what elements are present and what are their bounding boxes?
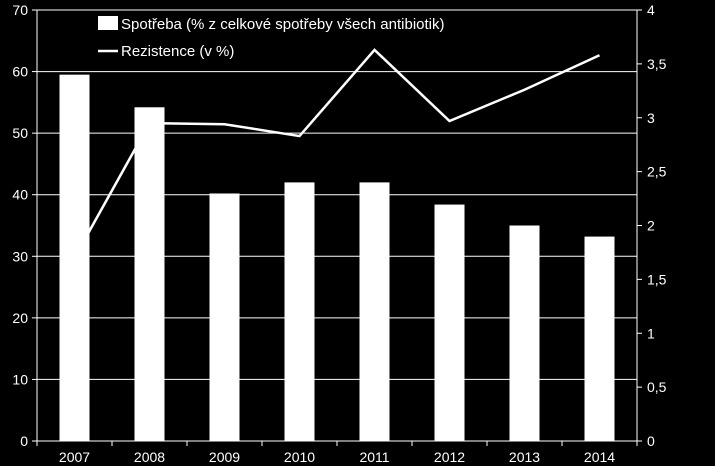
legend: Spotřeba (% z celkové spotřeby všech ant… (98, 16, 445, 60)
y-right-tick-label: 2,5 (647, 164, 667, 180)
x-tick-label: 2013 (509, 449, 540, 465)
bar (584, 236, 615, 441)
y-left-tick-label: 70 (12, 2, 28, 18)
legend-label-resistance: Rezistence (v %) (121, 43, 234, 60)
x-tick-label: 2014 (584, 449, 615, 465)
bar-series (59, 74, 615, 442)
x-tick-label: 2007 (59, 449, 90, 465)
y-right-tick-label: 0,5 (647, 379, 667, 395)
bar (359, 182, 390, 441)
bar (434, 204, 465, 441)
y-left-tick-label: 20 (12, 310, 28, 326)
y-right-tick-label: 2 (647, 218, 655, 234)
axes: 0 10 20 30 40 50 60 70 0 0,5 1 1,5 2 2,5 3 3,5 4 2007 2008… (12, 2, 666, 465)
y-right-tick-label: 3 (647, 110, 655, 126)
y-right-tick-label: 4 (647, 2, 655, 18)
y-right-tick-label: 1,5 (647, 271, 667, 287)
bar (284, 182, 315, 441)
legend-bar-swatch (98, 16, 118, 30)
y-left-tick-label: 60 (12, 64, 28, 80)
x-tick-label: 2011 (359, 449, 389, 465)
x-tick-label: 2012 (434, 449, 465, 465)
y-right-tick-label: 1 (647, 325, 655, 341)
y-left-tick-label: 0 (20, 433, 28, 449)
bar (509, 225, 540, 441)
y-left-tick-label: 10 (12, 371, 28, 387)
legend-label-consumption: Spotřeba (% z celkové spotřeby všech ant… (121, 16, 445, 33)
x-tick-label: 2010 (284, 449, 315, 465)
y-right-tick-label: 0 (647, 433, 655, 449)
y-left-tick-label: 40 (12, 187, 28, 203)
bar (134, 107, 165, 441)
y-left-tick-label: 50 (12, 125, 28, 141)
line-series (73, 48, 601, 259)
x-tick-label: 2009 (209, 449, 240, 465)
gridlines (37, 9, 637, 380)
x-tick-label: 2008 (134, 449, 165, 465)
y-right-tick-label: 3,5 (647, 56, 667, 72)
y-left-tick-label: 30 (12, 248, 28, 264)
bar (209, 193, 240, 441)
resistance-line (73, 48, 601, 259)
